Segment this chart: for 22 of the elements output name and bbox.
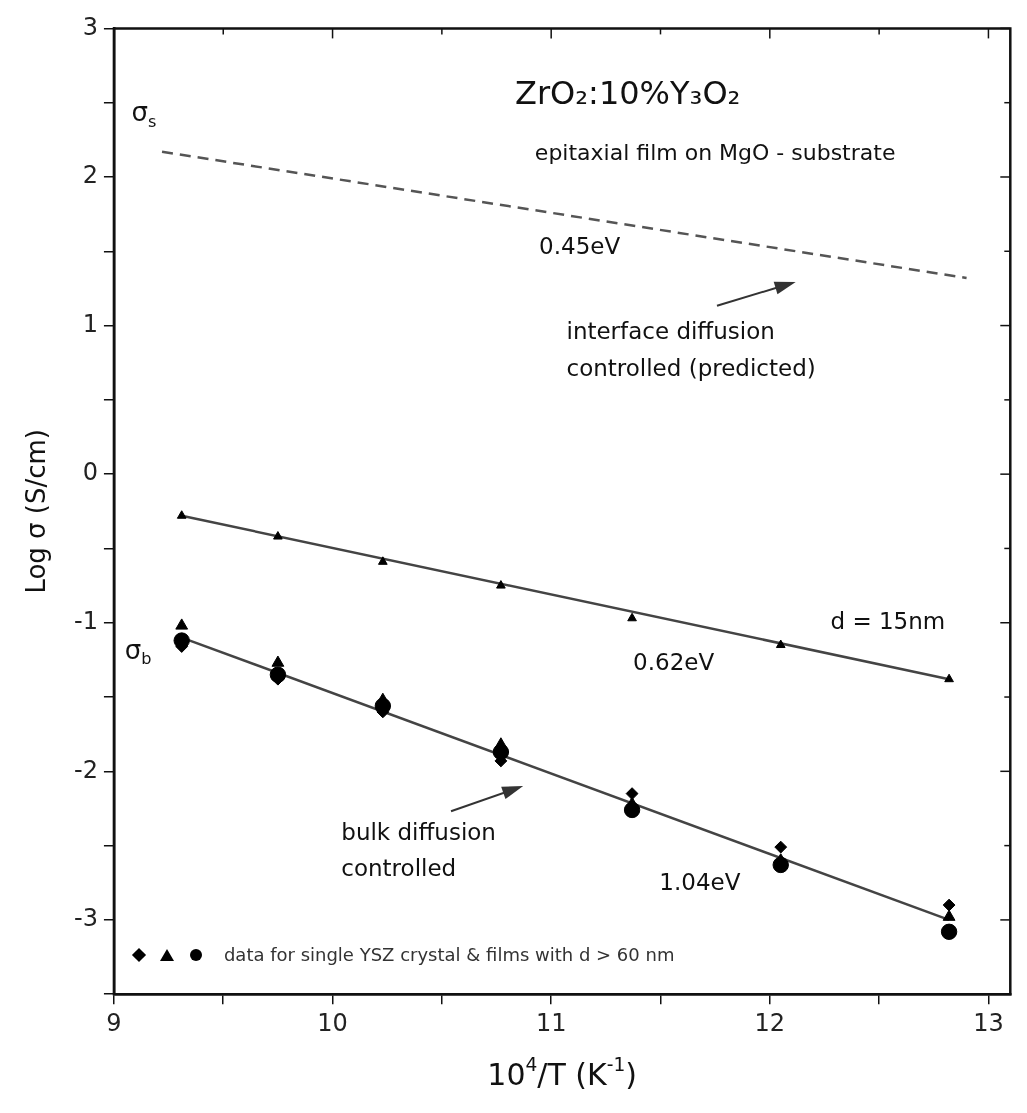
- x-tick-label: 11: [535, 1008, 567, 1037]
- text: epitaxial film on MgO - substrate: [534, 140, 896, 166]
- x-tick-label: 10: [317, 1008, 348, 1037]
- annotation: 1.04eV: [659, 869, 741, 896]
- annotation: 0.62eV: [633, 649, 715, 676]
- annotation: d = 15nm: [830, 607, 946, 634]
- y-tick-label: -3: [73, 904, 98, 933]
- y-tick-label: 2: [82, 161, 98, 190]
- y-tick-label: 1: [82, 309, 98, 338]
- y-axis-title: Log σ (S/cm): [20, 428, 51, 594]
- annotation: 0.45eV: [539, 233, 621, 260]
- annotation: interface diffusion controlled (predicted): [566, 317, 816, 381]
- annotation: bulk diffusion controlled: [341, 818, 496, 882]
- x-tick-label: 13: [973, 1008, 1004, 1037]
- x-tick-label: 9: [106, 1008, 122, 1037]
- x-tick-label: 12: [754, 1008, 786, 1037]
- y-tick-label: 3: [82, 12, 98, 41]
- legend-label: data for single YSZ crystal & films with d > 60 nm: [223, 944, 675, 966]
- y-tick-label: 0: [82, 458, 98, 487]
- text: ZrO₂:10%Y₃O₂: [515, 73, 741, 112]
- y-tick-label: -1: [73, 606, 98, 635]
- y-tick-label: -2: [73, 755, 98, 784]
